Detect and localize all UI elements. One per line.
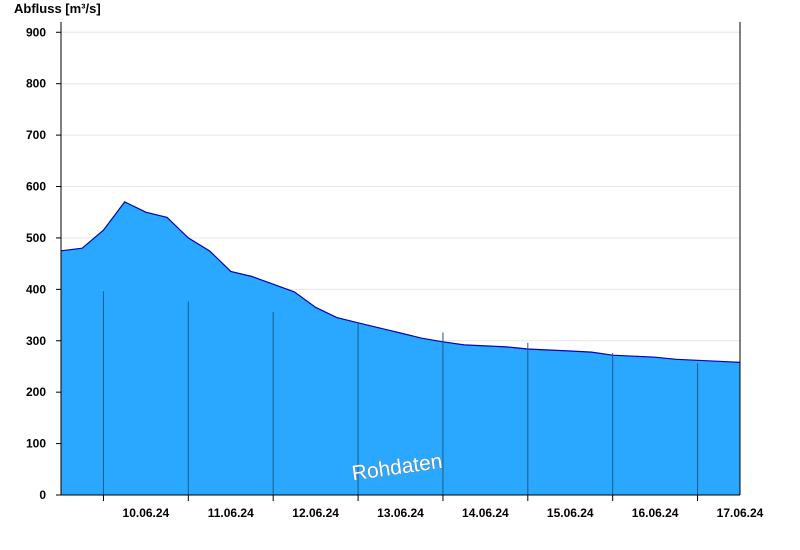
discharge-area bbox=[60, 201, 741, 495]
y-tick-label: 0 bbox=[39, 488, 46, 502]
x-tick-label: 14.06.24 bbox=[462, 506, 509, 520]
y-tick-label: 900 bbox=[26, 25, 46, 39]
x-tick-label: 15.06.24 bbox=[547, 506, 594, 520]
x-tick-label: 10.06.24 bbox=[123, 506, 170, 520]
y-axis-title: Abfluss [m³/s] bbox=[14, 1, 101, 16]
x-tick-label: 16.06.24 bbox=[632, 506, 679, 520]
y-tick-label: 200 bbox=[26, 385, 46, 399]
discharge-line bbox=[60, 201, 741, 363]
y-tick-label: 800 bbox=[26, 77, 46, 91]
x-tick-label: 17.06.24 bbox=[717, 506, 764, 520]
x-tick-label: 13.06.24 bbox=[377, 506, 424, 520]
y-tick-label: 300 bbox=[26, 334, 46, 348]
y-tick-label: 700 bbox=[26, 128, 46, 142]
axes bbox=[60, 22, 741, 496]
x-tick-label: 11.06.24 bbox=[208, 506, 254, 520]
y-tick-label: 600 bbox=[26, 180, 46, 194]
discharge-fill bbox=[61, 201, 740, 495]
y-axis-ticks: 0 100 200 300 400 500 600 700 800 900 bbox=[26, 25, 61, 502]
y-tick-label: 400 bbox=[26, 282, 46, 296]
y-tick-label: 100 bbox=[26, 437, 46, 451]
day-separators bbox=[102, 291, 699, 495]
y-tick-label: 500 bbox=[26, 231, 46, 245]
x-axis-ticks: 10.06.24 11.06.24 12.06.24 13.06.24 14.06.24… bbox=[102, 495, 764, 520]
x-tick-label: 12.06.24 bbox=[292, 506, 339, 520]
